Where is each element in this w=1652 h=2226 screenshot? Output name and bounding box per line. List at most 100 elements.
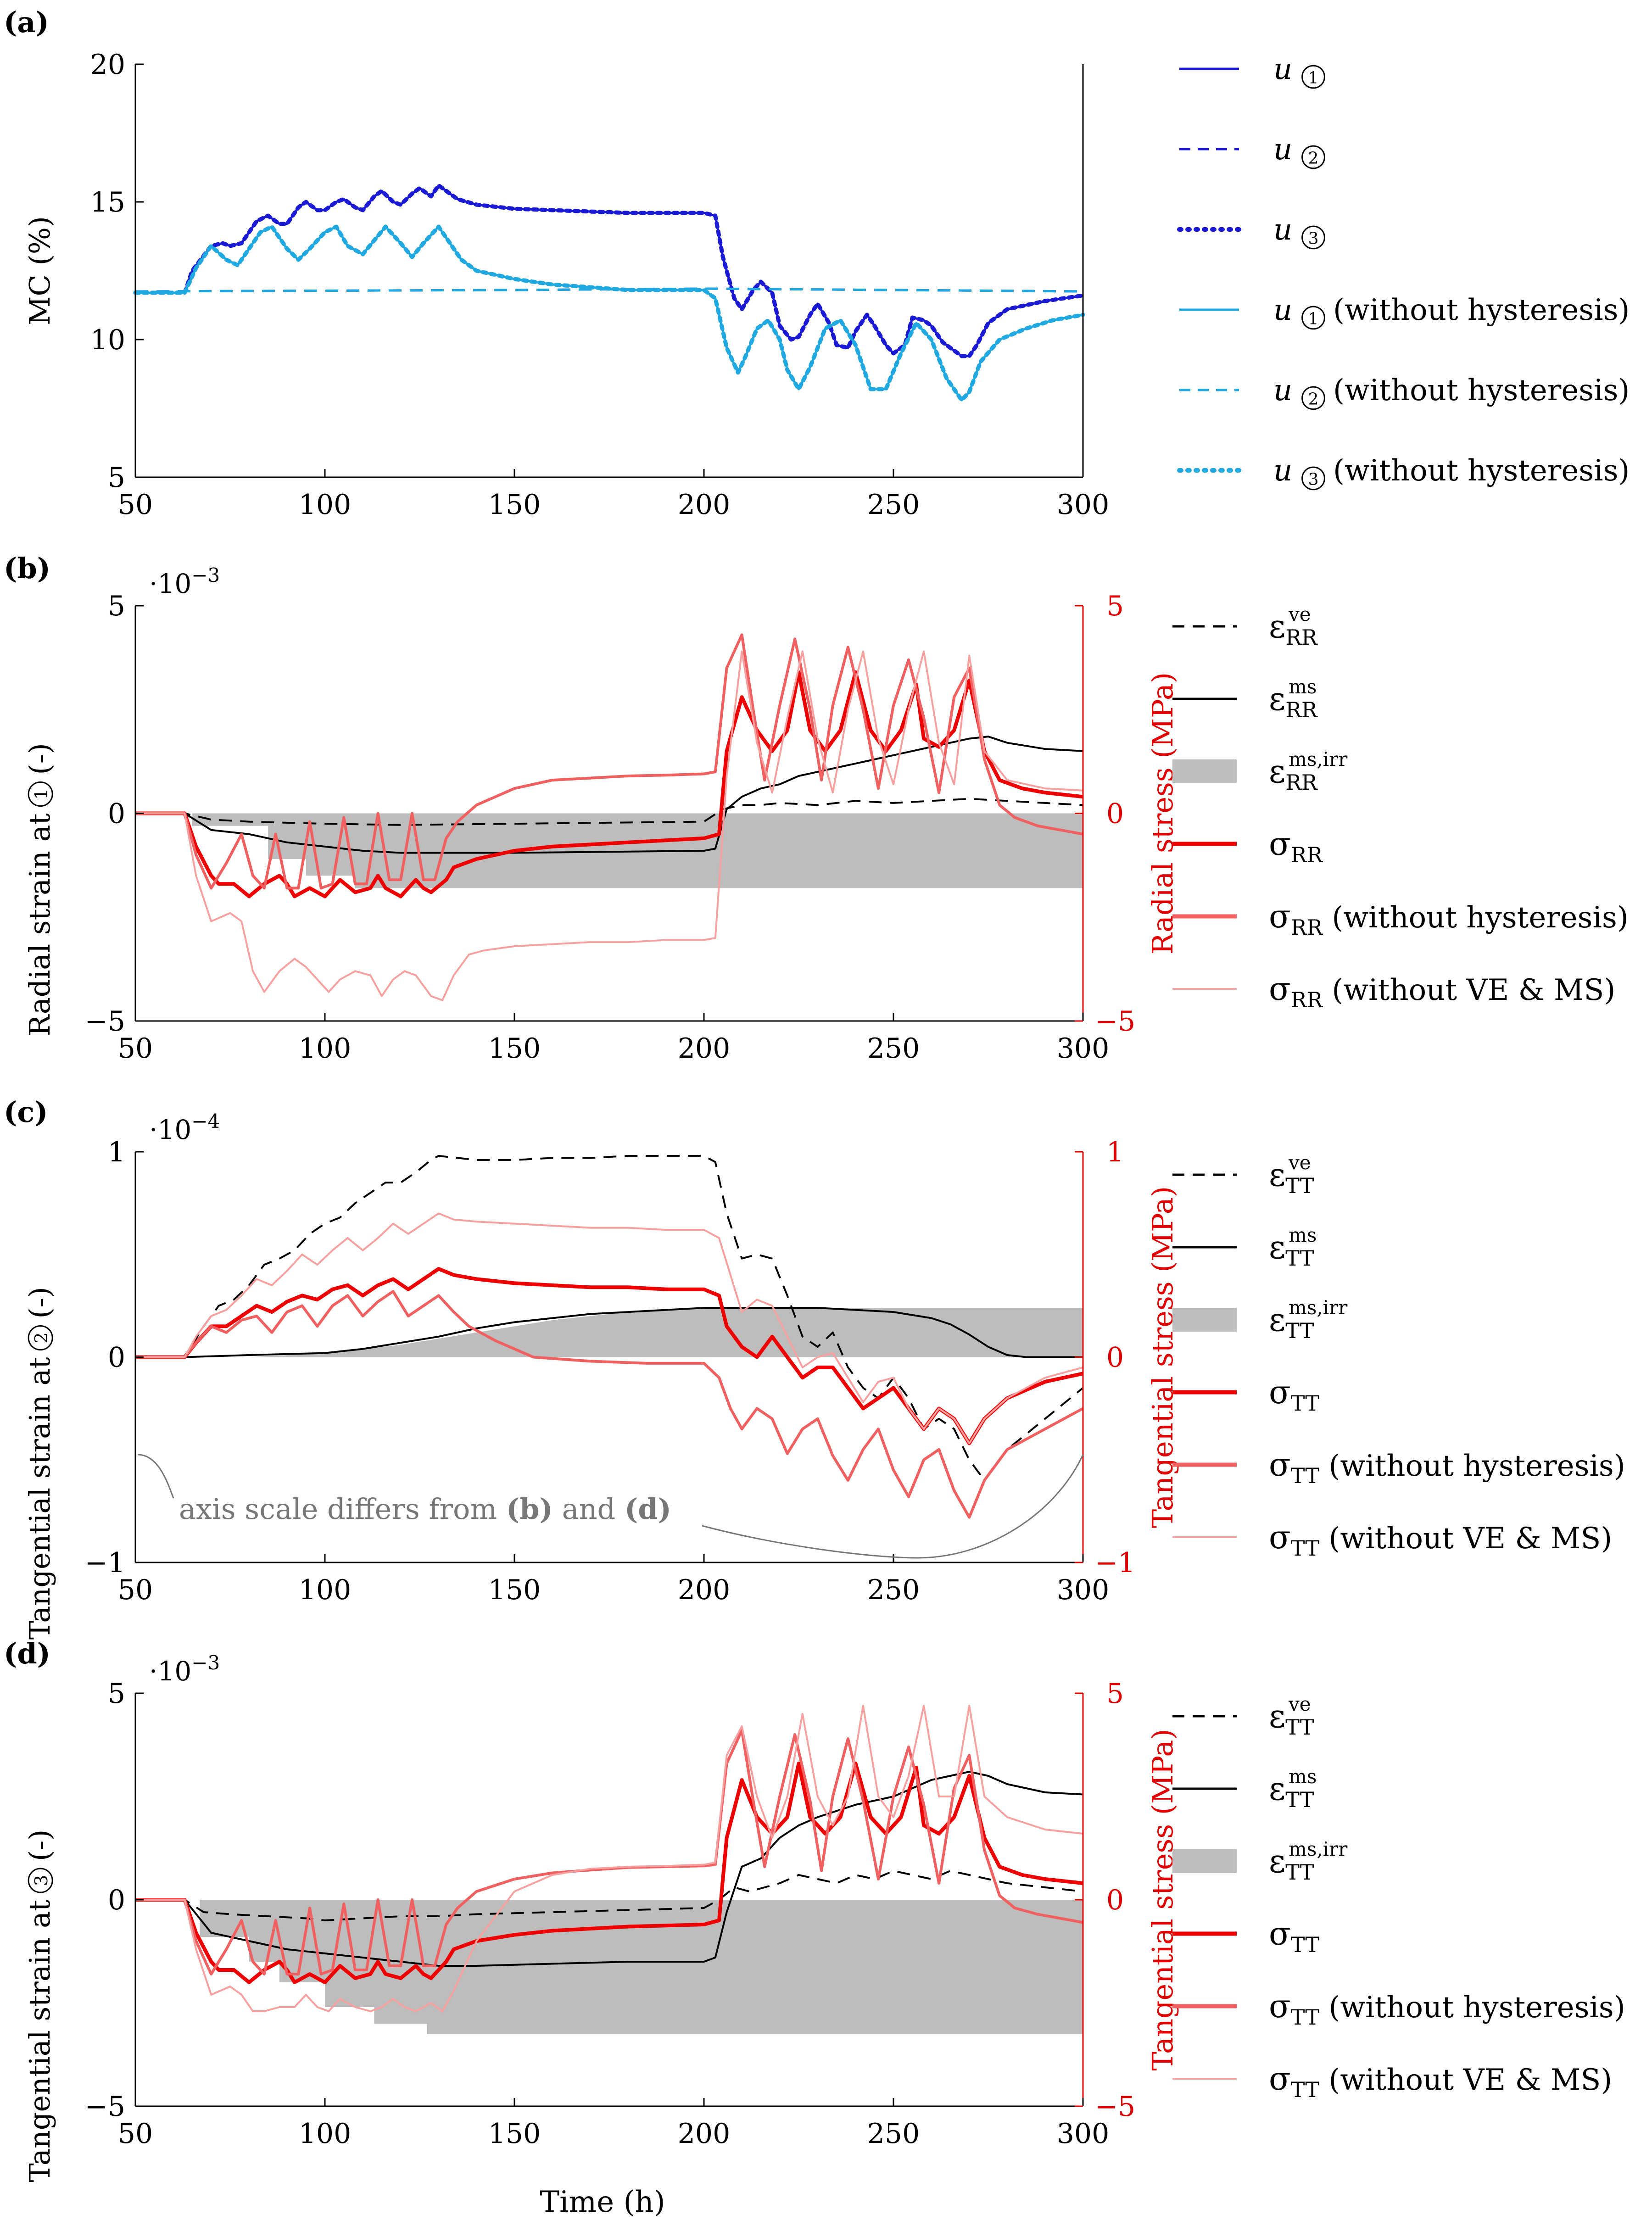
y-axis-label-tail: (-): [23, 1287, 56, 1318]
annotation-ref-b: (b): [506, 1492, 553, 1526]
legend-label: σTT (without hysteresis): [1269, 1446, 1625, 1488]
legend-symbol: ε: [1269, 1842, 1285, 1880]
series-line-5: [133, 224, 1085, 402]
x-tick-label: 300: [1057, 489, 1110, 521]
legend-label-u: u: [1273, 52, 1292, 86]
panel-c: (c)50 100 150 200 250 300−101−101·10−4Tangent…: [4, 1095, 1625, 1640]
legend-label: σTT: [1269, 1915, 1319, 1957]
legend-label: εTTms: [1269, 1765, 1317, 1812]
legend-circle: 3: [1301, 466, 1325, 491]
legend-symbol: σ: [1269, 898, 1291, 935]
legend-subscript: TT: [1291, 1932, 1320, 1957]
legend-subscript: TT: [1285, 1246, 1314, 1271]
legend-subscript: TT: [1285, 1860, 1314, 1885]
x-tick-label: 300: [1057, 1574, 1110, 1606]
legend-circle-circle: [1301, 145, 1325, 169]
y-tick-label: 5: [108, 1678, 125, 1710]
legend-tail: (without hysteresis): [1323, 901, 1629, 935]
y-axis-label-tail: (-): [23, 1830, 56, 1861]
y2-tick-label: −5: [1095, 1005, 1135, 1038]
x-axis-label: Time (h): [540, 2185, 665, 2219]
legend-subscript: TT: [1285, 1715, 1314, 1740]
legend-swatch: [1172, 1849, 1237, 1873]
legend-symbol: σ: [1269, 1915, 1291, 1953]
annotation-prefix: axis scale differs from: [179, 1492, 506, 1526]
legend-circle-circle: [1301, 386, 1325, 410]
panel-label: (d): [4, 1637, 50, 1670]
legend-label: εTTms: [1269, 1224, 1317, 1271]
exponent-power: −4: [191, 1110, 220, 1133]
legend-tail: (without hysteresis): [1319, 1449, 1625, 1483]
legend-label: εRRve: [1269, 603, 1318, 650]
x-tick-label: 100: [299, 1574, 352, 1606]
legend-label: σRR (without VE & MS): [1269, 970, 1615, 1012]
y2-tick-label: −5: [1095, 2091, 1135, 2123]
legend-circle: 1: [1301, 65, 1325, 89]
irreversible-area: [135, 1308, 1083, 1357]
legend-label-u: u: [1273, 374, 1292, 407]
irreversible-area: [135, 1900, 1083, 2034]
legend-subscript: TT: [1291, 2077, 1320, 2102]
x-tick-label: 300: [1057, 2118, 1110, 2150]
legend-label: εTTve: [1269, 1693, 1314, 1740]
y-tick-label: 0: [108, 1342, 125, 1374]
legend-symbol: ε: [1269, 680, 1285, 718]
y-tick-label: 0: [108, 1884, 125, 1916]
legend-circle: 1: [1301, 306, 1325, 330]
legend-subscript: TT: [1285, 1787, 1314, 1812]
legend-superscript: ve: [1288, 603, 1311, 625]
y-axis-label-circle-digit: 2: [31, 1332, 52, 1343]
y2-tick-label: 5: [1106, 590, 1124, 622]
y2-tick-label: 5: [1106, 1678, 1124, 1710]
y-tick-label: 5: [108, 462, 125, 494]
y-axis-label-circle-digit: 1: [31, 788, 52, 799]
legend-label: εTTms,irr: [1269, 1838, 1348, 1885]
y-axis-label-circle: 2: [28, 1325, 53, 1351]
legend-symbol: ε: [1269, 608, 1285, 645]
series-line-3: [135, 633, 1083, 890]
legend-label-suffix: (without hysteresis): [1333, 293, 1630, 327]
y-tick-label: 0: [108, 798, 125, 830]
legend-superscript: ve: [1288, 1151, 1311, 1174]
legend-tail: (without hysteresis): [1319, 1991, 1625, 2025]
y2-tick-label: 1: [1106, 1136, 1124, 1168]
annotation-leader-right: [702, 1454, 1084, 1559]
legend-circle-circle: [1301, 466, 1325, 491]
legend-symbol: ε: [1269, 753, 1285, 790]
legend-label-u: u: [1273, 133, 1292, 167]
legend-circle-digit: 2: [1308, 390, 1319, 408]
series-line-2: [133, 183, 1085, 358]
panel-label: (a): [4, 6, 49, 39]
x-tick-label: 50: [118, 1032, 153, 1065]
legend-label: εTTve: [1269, 1151, 1314, 1198]
x-tick-label: 50: [118, 1574, 153, 1606]
legend-superscript: ms,irr: [1289, 748, 1348, 770]
legend-symbol: σ: [1269, 1373, 1291, 1411]
legend-symbol: σ: [1269, 970, 1291, 1008]
x-tick-label: 100: [299, 1032, 352, 1065]
y-axis-label: Tangential strain at 2 (-): [23, 1287, 56, 1640]
y-tick-label: −1: [85, 1547, 125, 1579]
y2-tick-label: 0: [1106, 1342, 1124, 1374]
legend-circle-circle: [1301, 225, 1325, 250]
legend-superscript: ve: [1288, 1693, 1311, 1715]
legend-circle-digit: 1: [1308, 68, 1319, 87]
legend-symbol: ε: [1269, 1301, 1285, 1339]
legend-label-suffix: (without hysteresis): [1333, 374, 1630, 407]
legend-subscript: TT: [1285, 1173, 1314, 1198]
series-line-0: [135, 1155, 1084, 1481]
legend-label: σTT: [1269, 1373, 1319, 1416]
legend-tail: (without VE & MS): [1319, 2063, 1612, 2097]
x-tick-label: 150: [488, 489, 541, 521]
legend-superscript: ms: [1289, 1765, 1317, 1788]
legend-label: σTT (without VE & MS): [1269, 2060, 1612, 2102]
legend-symbol: ε: [1269, 1156, 1285, 1194]
legend-label-u: u: [1273, 213, 1292, 247]
legend-circle-circle: [1301, 65, 1325, 89]
y-axis-label-circle-digit: 3: [31, 1875, 52, 1886]
series-line-3: [135, 1729, 1083, 1975]
panel-d: (d)50 100 150 200 250 300−505−505·10−3Tangent…: [4, 1637, 1625, 2182]
series-line-1: [135, 1307, 1083, 1358]
x-tick-label: 100: [299, 2118, 352, 2150]
legend-subscript: RR: [1285, 770, 1318, 795]
